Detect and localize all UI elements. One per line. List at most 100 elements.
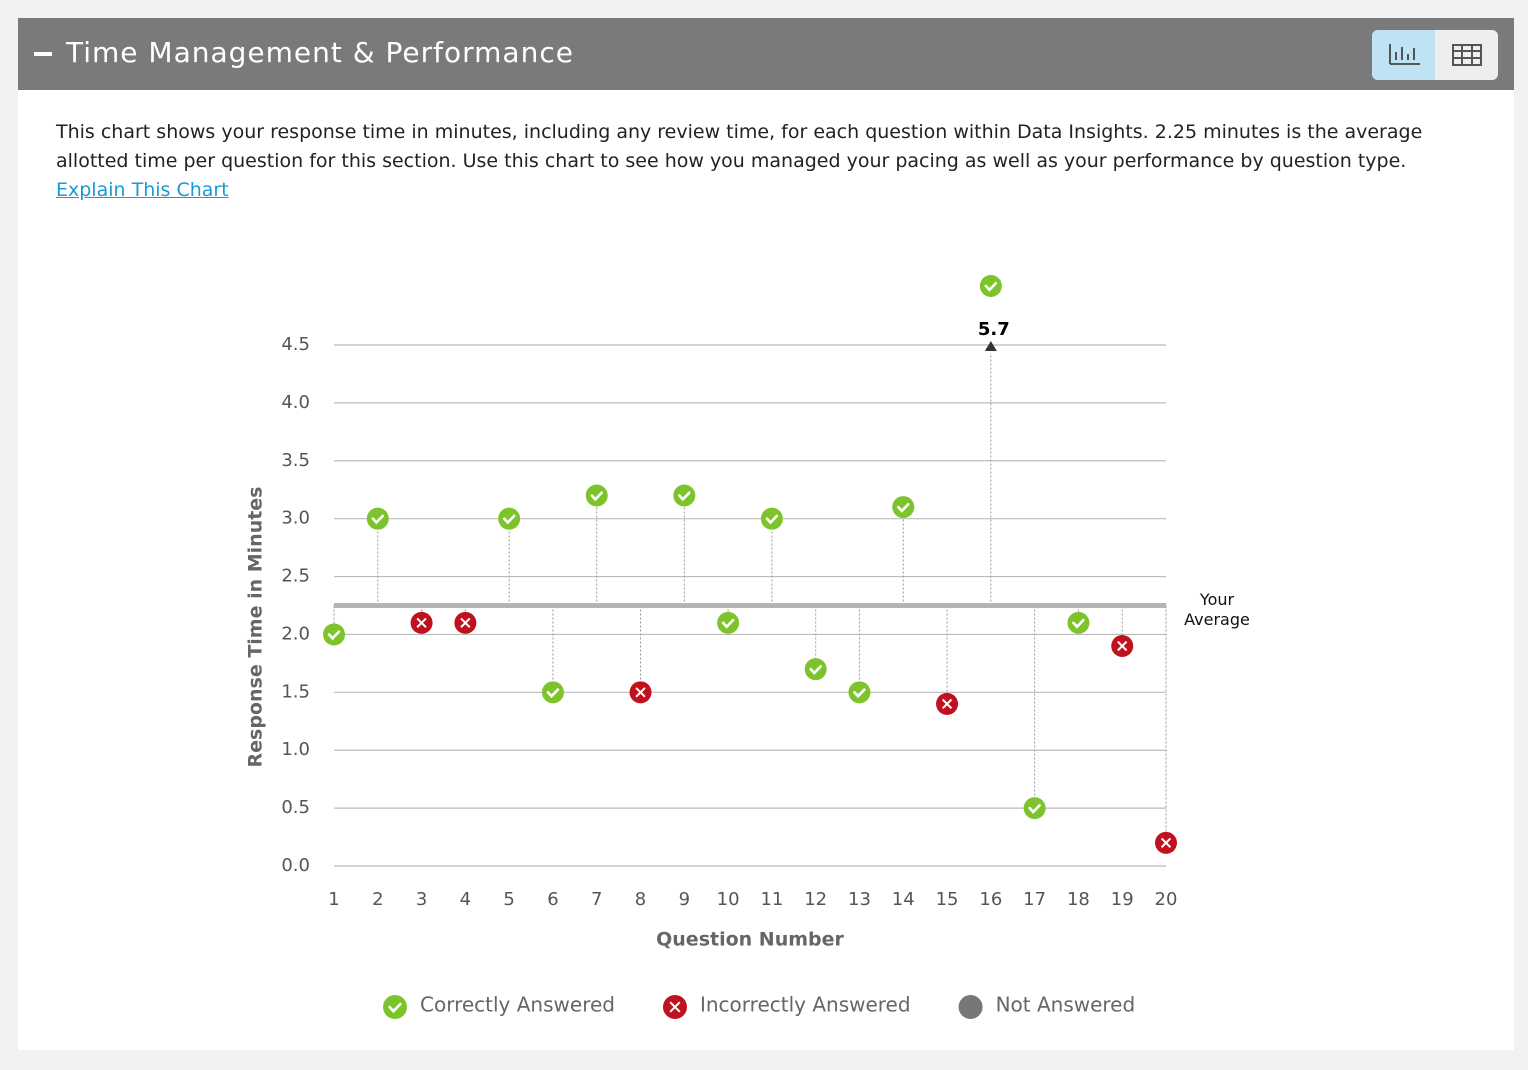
panel-header: Time Management & Performance [18,18,1514,90]
data-point [717,611,740,634]
view-toggle [1372,30,1498,80]
collapse-icon[interactable] [34,52,52,56]
marker-circle [541,681,564,704]
marker-circle [498,507,521,530]
marker-circle [979,275,1002,297]
table-view-button[interactable] [1435,30,1498,80]
y-tick-label: 0.0 [281,855,310,876]
x-tick-label: 8 [635,889,646,910]
marker-circle [1023,797,1046,820]
y-tick-label: 4.0 [281,392,310,413]
marker-check [590,491,603,502]
marker-check [1072,618,1085,629]
marker-check [678,491,691,502]
marker-cross [460,617,471,628]
y-tick-label: 2.0 [281,623,310,644]
legend-item[interactable]: Incorrectly Answered [662,993,911,1020]
marker-circle [366,507,389,530]
data-point [979,275,1002,297]
chart-view-button[interactable] [1372,30,1435,80]
marker-circle [717,611,740,634]
x-tick-label: 14 [892,889,915,910]
x-tick-label: 5 [503,889,514,910]
data-point [366,507,389,530]
marker-check [984,281,998,292]
data-point [936,692,959,715]
y-axis-title: Response Time in Minutes [245,487,267,768]
data-point [541,681,564,704]
marker-circle [958,995,983,1019]
description-text: This chart shows your response time in m… [56,121,1423,172]
data-point [323,623,345,646]
explain-link[interactable]: Explain This Chart [56,179,229,201]
marker-circle [892,496,915,519]
marker-check [1028,804,1041,814]
y-tick-label: 3.5 [281,450,310,471]
marker-cross [635,687,646,698]
data-point [673,484,696,507]
data-point [410,611,433,634]
x-tick-label: 13 [848,889,871,910]
marker-check [897,503,910,513]
data-point [498,507,521,530]
data-point [1111,635,1134,658]
marker-check [546,688,560,699]
y-tick-label: 0.5 [281,797,310,818]
x-tick-label: 11 [760,889,783,910]
x-axis-title: Question Number [656,929,844,951]
data-point [1023,797,1046,820]
marker-circle [673,484,696,507]
marker-check [388,1002,402,1014]
x-tick-label: 12 [804,889,827,910]
marker-check [809,665,822,675]
y-tick-label: 1.0 [281,739,310,760]
data-label: 5.7 [978,319,1010,340]
x-tick-label: 17 [1023,889,1046,910]
marker-circle [323,623,345,646]
y-tick-label: 3.0 [281,508,310,529]
marker-circle [383,995,407,1019]
overflow-arrow [984,341,997,351]
x-tick-label: 3 [416,889,427,910]
marker-cross [669,1001,681,1013]
marker-circle [760,507,783,530]
marker-circle [585,484,608,507]
marker-check [765,514,779,525]
x-tick-label: 1 [328,889,339,910]
marker-circle [848,681,871,704]
y-tick-label: 2.5 [281,566,310,587]
x-tick-label: 16 [979,889,1002,910]
x-tick-label: 7 [591,889,602,910]
data-point [760,507,783,530]
marker-circle [804,658,827,681]
x-tick-label: 4 [460,889,471,910]
legend-label: Correctly Answered [420,993,615,1017]
data-point [892,496,915,519]
marker-cross [1160,837,1172,848]
data-point [454,611,477,634]
marker-check [327,630,341,641]
x-tick-label: 18 [1067,889,1090,910]
x-tick-label: 2 [372,889,383,910]
average-label: Your Average [1184,590,1250,629]
legend-item[interactable]: Not Answered [958,993,1136,1020]
panel-title: Time Management & Performance [66,36,574,69]
x-tick-label: 6 [547,889,558,910]
marker-cross [1117,640,1128,652]
y-tick-label: 4.5 [281,334,310,355]
x-tick-label: 20 [1155,889,1178,910]
legend-label: Incorrectly Answered [700,993,911,1017]
x-tick-label: 15 [936,889,959,910]
description: This chart shows your response time in m… [56,118,1476,205]
x-tick-label: 19 [1111,889,1134,910]
marker-cross [416,617,427,628]
legend-item[interactable]: Correctly Answered [383,993,615,1020]
data-point [629,681,652,704]
data-point [585,484,608,507]
panel: Time Management & Performance This chart… [18,18,1514,1050]
legend-label: Not Answered [996,993,1136,1017]
marker-check [502,514,516,525]
data-point [804,658,827,681]
